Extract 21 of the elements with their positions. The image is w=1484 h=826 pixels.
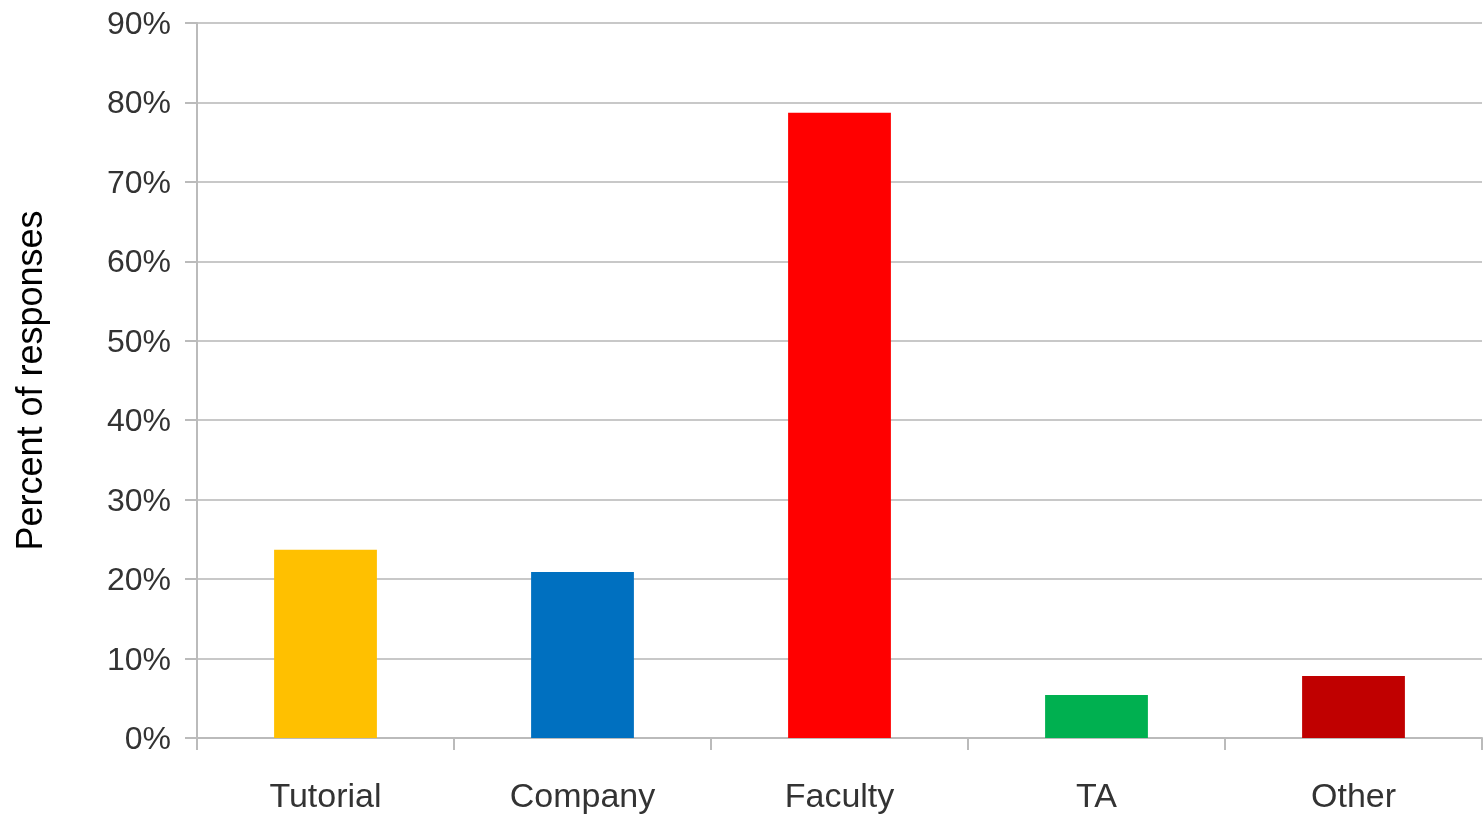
x-tick-label: TA	[1076, 776, 1118, 814]
y-tick-label: 80%	[106, 84, 171, 121]
y-tick-label: 50%	[106, 322, 171, 359]
y-tick-label: 10%	[106, 640, 171, 677]
y-tick-label: 30%	[106, 481, 171, 518]
y-tick-label: 90%	[106, 5, 171, 41]
x-tick-label: Tutorial	[269, 776, 382, 814]
y-axis-title: Percent of responses	[8, 210, 50, 551]
y-tick-label: 20%	[106, 561, 171, 598]
y-tick-label: 0%	[124, 720, 171, 756]
bar	[274, 549, 377, 738]
y-tick-label: 60%	[106, 243, 171, 280]
y-tick-label: 40%	[106, 402, 171, 439]
bar	[531, 571, 634, 738]
bar	[1302, 676, 1405, 738]
y-tick-label: 70%	[106, 163, 171, 200]
bar	[788, 112, 891, 738]
x-tick-label: Other	[1310, 776, 1397, 814]
bar	[1045, 695, 1148, 738]
x-tick-label: Faculty	[784, 776, 895, 814]
x-tick-label: Company	[509, 776, 656, 814]
